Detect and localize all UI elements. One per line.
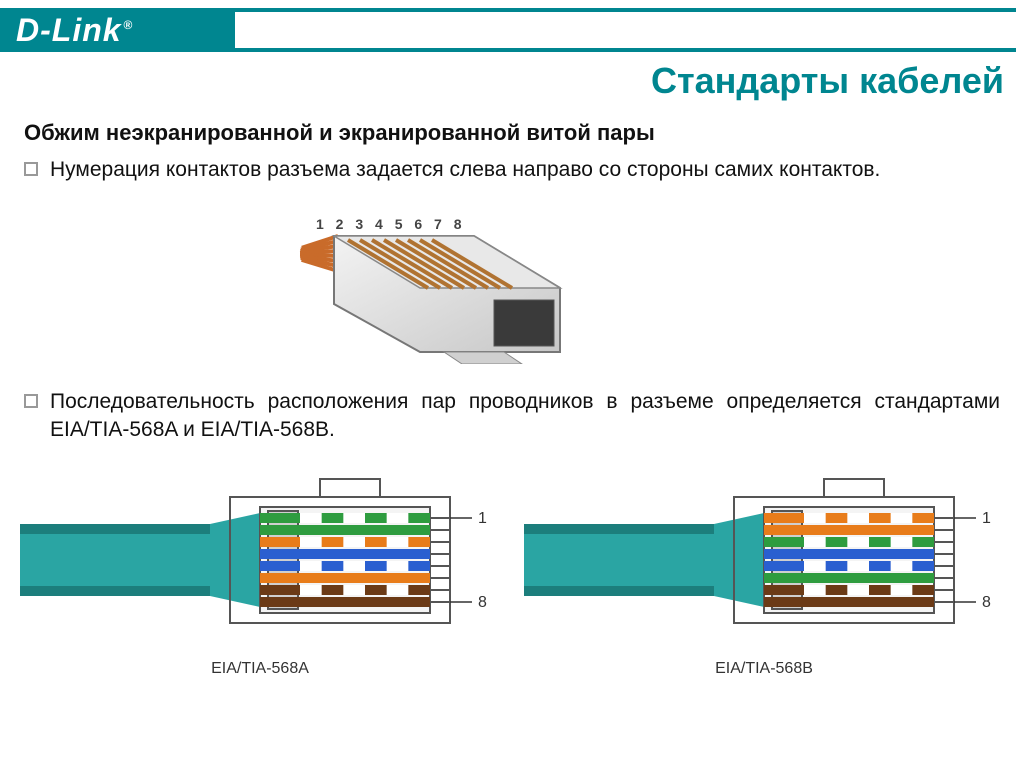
- svg-text:8: 8: [478, 594, 487, 611]
- bullet-marker-icon: [24, 394, 38, 408]
- bullet-2: Последовательность расположения пар пров…: [24, 388, 1000, 445]
- diagram-568a: 1 8 EIA/TIA-568A: [20, 470, 500, 678]
- diagram-568b: 1 8 EIA/TIA-568B: [524, 470, 1004, 678]
- svg-text:1: 1: [478, 510, 487, 527]
- diagram-568b-caption: EIA/TIA-568B: [524, 660, 1004, 678]
- rj45-illustration: 1 2 3 4 5 6 7 8: [300, 216, 720, 376]
- diagram-568a-caption: EIA/TIA-568A: [20, 660, 500, 678]
- header-rule-bottom: [235, 48, 1016, 52]
- subtitle: Обжим неэкранированной и экранированной …: [24, 120, 655, 146]
- wiring-diagrams: 1 8 EIA/TIA-568A 1 8 EIA/TIA-568B: [20, 470, 1004, 678]
- bullet-2-text: Последовательность расположения пар пров…: [50, 388, 1000, 445]
- bullet-1: Нумерация контактов разъема задается сле…: [24, 156, 1000, 184]
- brand-bar: D-Link ®: [0, 8, 235, 52]
- rj45-connector-icon: [324, 230, 584, 364]
- bullet-marker-icon: [24, 162, 38, 176]
- svg-text:8: 8: [982, 594, 991, 611]
- page-title: Стандарты кабелей: [20, 60, 1004, 102]
- bullet-1-text: Нумерация контактов разъема задается сле…: [50, 156, 1000, 184]
- header-rule-top: [235, 8, 1016, 12]
- brand-text: D-Link: [16, 12, 122, 49]
- svg-text:1: 1: [982, 510, 991, 527]
- brand-registered: ®: [124, 18, 134, 32]
